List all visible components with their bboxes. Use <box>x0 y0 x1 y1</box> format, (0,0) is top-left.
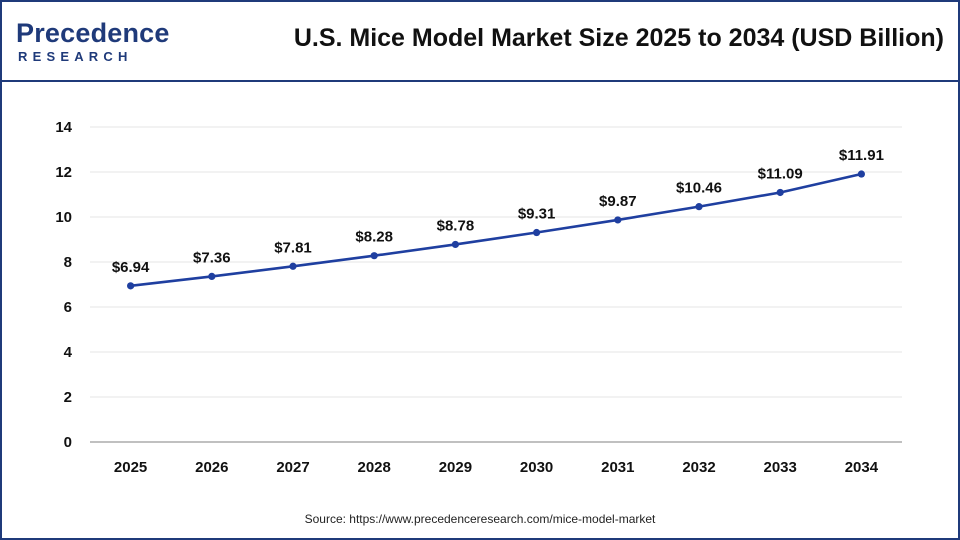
y-tick-label: 6 <box>64 299 72 316</box>
source-note: Source: https://www.precedenceresearch.c… <box>304 512 656 526</box>
y-tick-label: 0 <box>64 434 72 451</box>
data-point <box>695 203 703 211</box>
data-point <box>370 252 378 260</box>
y-tick-label: 10 <box>55 209 72 226</box>
data-point <box>289 262 297 270</box>
brand-logo: Precedence RESEARCH <box>16 16 169 66</box>
y-tick-label: 2 <box>64 389 72 406</box>
data-label: $10.46 <box>676 180 722 197</box>
data-label: $7.81 <box>274 239 312 256</box>
data-label: $9.87 <box>599 193 637 210</box>
x-tick-label: 2029 <box>439 459 472 476</box>
data-label: $9.31 <box>518 206 556 223</box>
data-label: $8.28 <box>355 229 393 246</box>
data-point <box>208 272 216 280</box>
data-label: $8.78 <box>437 217 475 234</box>
data-point <box>127 282 135 290</box>
x-tick-label: 2030 <box>520 459 553 476</box>
series-line <box>129 172 863 288</box>
logo-wordmark: Precedence <box>16 18 170 48</box>
x-tick-label: 2033 <box>764 459 797 476</box>
data-point <box>776 188 784 197</box>
x-tick-label: 2032 <box>682 459 715 476</box>
x-tick-label: 2031 <box>601 459 634 476</box>
y-tick-label: 8 <box>64 254 72 271</box>
logo-subtitle: RESEARCH <box>18 49 133 64</box>
y-tick-label: 14 <box>55 119 72 136</box>
header: Precedence RESEARCH U.S. Mice Model Mark… <box>2 2 958 80</box>
x-tick-label: 2025 <box>114 459 147 476</box>
plot-background <box>2 82 958 538</box>
data-label: $11.91 <box>839 147 884 164</box>
y-tick-label: 12 <box>55 164 72 181</box>
x-tick-label: 2027 <box>276 459 309 476</box>
data-label: $11.09 <box>758 165 803 182</box>
data-label: $7.36 <box>193 249 231 266</box>
data-label: $6.94 <box>112 259 150 276</box>
data-point <box>451 240 459 249</box>
x-tick-label: 2026 <box>195 459 228 476</box>
data-point <box>533 228 541 237</box>
y-tick-label: 4 <box>64 344 73 361</box>
data-point <box>857 170 866 178</box>
x-tick-label: 2028 <box>358 459 391 476</box>
x-tick-label: 2034 <box>845 459 879 476</box>
chart-title: U.S. Mice Model Market Size 2025 to 2034… <box>293 24 944 52</box>
data-point <box>614 216 622 224</box>
header-divider <box>2 80 958 82</box>
